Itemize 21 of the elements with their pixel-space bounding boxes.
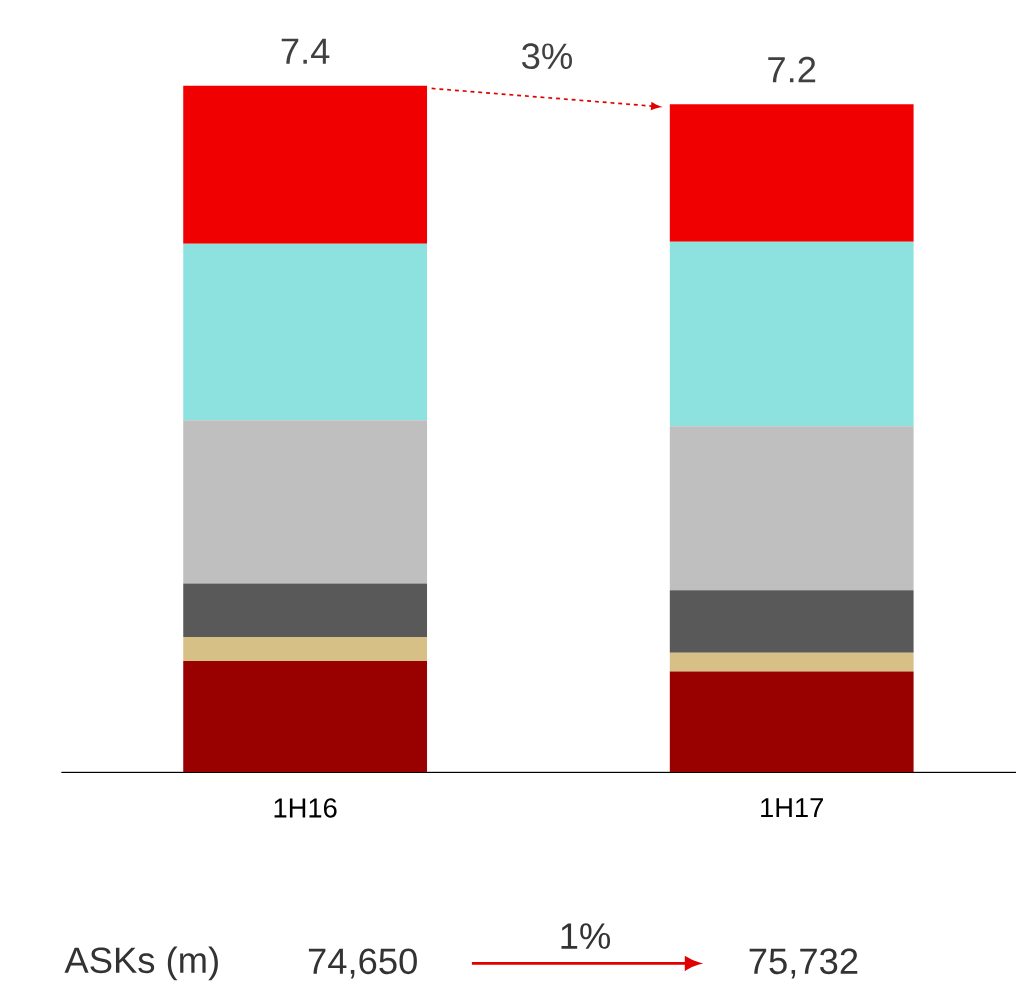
text: 7.4 [281, 38, 330, 64]
bar [669, 652, 914, 672]
bar [183, 661, 428, 773]
bar [183, 85, 428, 244]
text: 3% [522, 43, 572, 70]
bar [183, 420, 428, 584]
bar [669, 426, 914, 591]
bar [669, 104, 914, 242]
text: 75,732 [749, 948, 858, 979]
bar [183, 583, 428, 638]
bar [183, 637, 428, 662]
x-tick-label: 1H17 [761, 798, 823, 818]
text: ASKs (m) [64, 946, 218, 981]
bar [669, 671, 914, 773]
text: 7.2 [768, 56, 816, 83]
bar [183, 243, 428, 421]
bar [669, 241, 914, 427]
text: 74,650 [308, 948, 417, 979]
bar [669, 590, 914, 653]
x-tick-label: 1H16 [274, 798, 337, 818]
text: 1% [561, 923, 611, 949]
